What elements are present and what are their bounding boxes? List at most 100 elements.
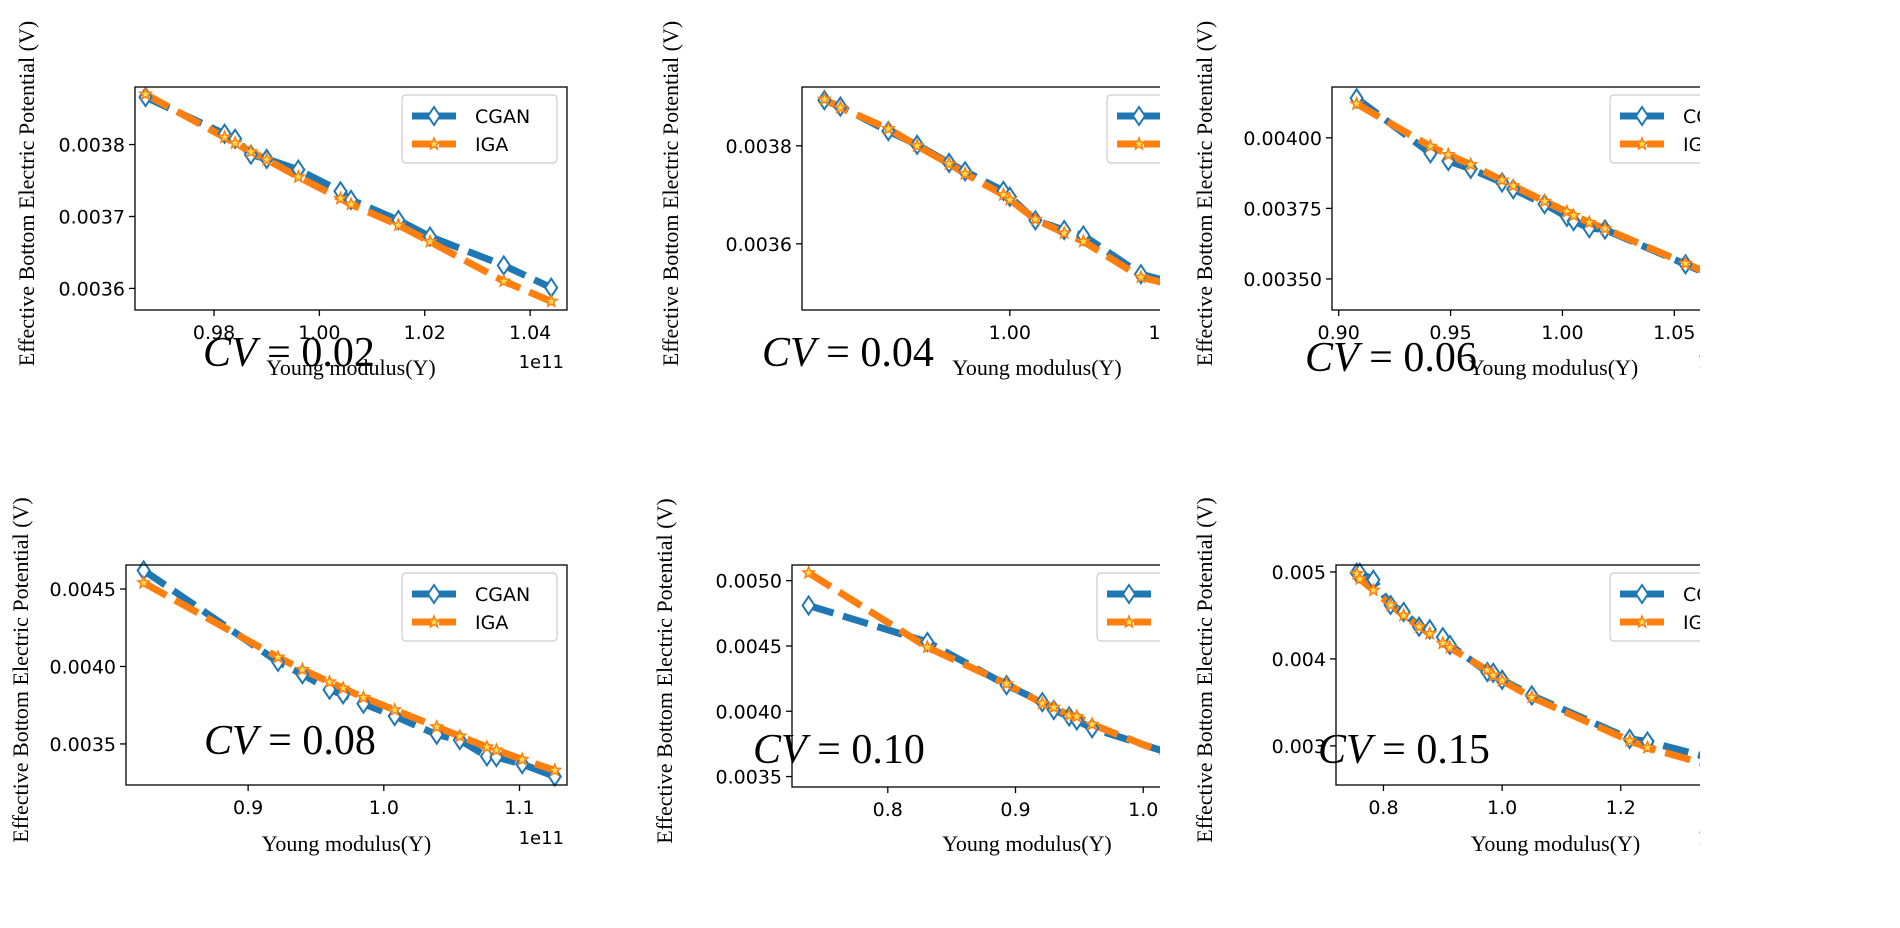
y-tick-label: 0.004 (1272, 649, 1326, 671)
y-axis-label: Effective Bottom Electric Potential (V) (658, 21, 683, 366)
y-axis-label: Effective Bottom Electric Potential (V) (1192, 497, 1217, 842)
x-tick-label: 1.1 (504, 797, 534, 819)
iga-data-point (332, 190, 349, 206)
iga-data-point (1027, 211, 1044, 226)
x-offset-text: 1e11 (1698, 828, 1700, 849)
iga-data-point (259, 151, 275, 167)
y-tick-label: 0.0050 (716, 571, 782, 593)
chart-svg: 0.80.91.01.10.00350.00400.00450.00501e11… (652, 498, 1160, 856)
iga-data-point (816, 91, 832, 106)
iga-data-point (998, 675, 1015, 691)
x-offset-text: 1e11 (1698, 352, 1700, 373)
iga-data-point (880, 120, 896, 136)
iga-data-point (290, 168, 306, 184)
iga-data-point (1365, 582, 1382, 597)
cgan-data-point (801, 594, 816, 617)
chart-panel-cv-008: 0.9 1.0 1.1 0.0035 0.0040 0.0045 1e11 Young mod… (0, 464, 620, 928)
cgan-data-point (1084, 717, 1100, 740)
x-tick-label: 0.9 (233, 797, 263, 819)
x-tick-label: 1.0 (369, 797, 399, 819)
iga-data-point (1046, 699, 1062, 714)
iga-data-point (479, 738, 495, 754)
iga-data-point (294, 661, 311, 677)
iga-data-point (243, 143, 259, 159)
y-tick-label: 0.003 (1272, 736, 1326, 758)
y-axis-label: Effective Bottom Electric Potential (V) (14, 21, 39, 366)
x-tick-label: 0.8 (1368, 797, 1398, 819)
x-axis-label: Young modulus(Y) (952, 355, 1122, 380)
x-tick-label: 1.0 (1487, 797, 1517, 819)
iga-data-point (1061, 707, 1077, 722)
iga-series-line (143, 91, 553, 305)
cv-caption: CV = 0.15 (1318, 727, 1490, 773)
x-tick-label: 1.05 (1149, 322, 1160, 344)
plot-frame (1331, 86, 1700, 311)
legend-diamond-icon (1131, 105, 1147, 127)
iga-data-point (1440, 146, 1456, 162)
cv-caption: CV = 0.02 (203, 330, 375, 376)
legend-star-icon (1131, 135, 1147, 151)
y-tick-label: 0.00350 (1243, 269, 1322, 291)
iga-data-point (496, 273, 512, 288)
legend-star-icon (1634, 135, 1650, 151)
y-tick-label: 0.0040 (50, 656, 116, 678)
iga-data-point (1422, 138, 1439, 153)
iga-data-point (216, 129, 233, 144)
iga-data-point (1084, 716, 1100, 731)
iga-data-point (1034, 695, 1050, 711)
x-tick-label: 1.0 (1128, 799, 1158, 821)
chart-panel-cv-002: 0.98 1.00 1.02 1.04 0.0036 0.0037 0.0038 1e11 Yo… (0, 0, 620, 464)
y-tick-label: 0.0045 (716, 636, 782, 658)
x-axis-label: Young modulus(Y) (262, 831, 432, 856)
chart-svg: 0.98 1.00 1.02 1.04 0.0036 0.0037 0.0038 1e11 Yo… (14, 21, 568, 380)
iga-data-point (909, 137, 925, 153)
iga-data-point (422, 233, 438, 249)
x-tick-label: 0.9 (1000, 799, 1030, 821)
iga-data-point (387, 701, 403, 717)
y-tick-label: 0.0040 (716, 701, 782, 723)
y-axis-label: Effective Bottom Electric Potential (V) (1192, 21, 1217, 366)
iga-data-point (343, 196, 359, 211)
chart-svg: 0.90 0.95 1.00 1.05 0.00350 0.00375 0.00400 1e1… (1192, 21, 1700, 380)
legend-cgan-label: CGAN (475, 106, 530, 128)
x-axis-label: Young modulus(Y) (1471, 831, 1641, 856)
plot-frame (1335, 564, 1700, 786)
y-tick-label: 0.0035 (50, 734, 116, 756)
iga-data-point (390, 217, 407, 232)
legend-diamond-icon (426, 105, 442, 127)
iga-data-point (547, 762, 563, 777)
x-axis-label: Young modulus(Y) (266, 355, 436, 380)
iga-data-point (1524, 689, 1540, 704)
iga-data-point (543, 293, 559, 308)
cv-caption: CV = 0.08 (204, 718, 376, 764)
iga-data-point (919, 639, 936, 654)
iga-data-point (1639, 739, 1656, 755)
iga-data-point (1494, 172, 1510, 187)
x-tick-label: 1.02 (404, 322, 446, 344)
chart-panel-cv-010: 0.80.91.01.10.00350.00400.00450.00501e11… (540, 464, 1160, 928)
iga-data-point (135, 574, 152, 590)
legend-iga-label: IGA (475, 134, 508, 156)
iga-data-point (1505, 177, 1521, 193)
iga-data-point (1395, 607, 1412, 623)
iga-data-point (514, 751, 530, 766)
iga-data-point (488, 742, 505, 757)
y-tick-label: 0.00400 (1243, 128, 1322, 150)
legend-cgan-label: CGAN (475, 584, 530, 606)
iga-data-point (1411, 618, 1427, 634)
legend-star-icon (426, 613, 442, 629)
iga-data-point (137, 86, 154, 101)
legend-iga-label: IGA (1683, 612, 1700, 634)
legend-star-icon (426, 135, 442, 151)
iga-data-point (335, 680, 351, 695)
iga-data-point (321, 673, 338, 689)
iga-data-point (1479, 662, 1495, 677)
legend-diamond-icon (1121, 583, 1137, 605)
legend-diamond-icon (1634, 583, 1650, 605)
iga-data-point (1435, 635, 1451, 650)
iga-data-point (1352, 570, 1368, 586)
iga-data-point (270, 649, 286, 664)
iga-data-point (1536, 193, 1553, 208)
